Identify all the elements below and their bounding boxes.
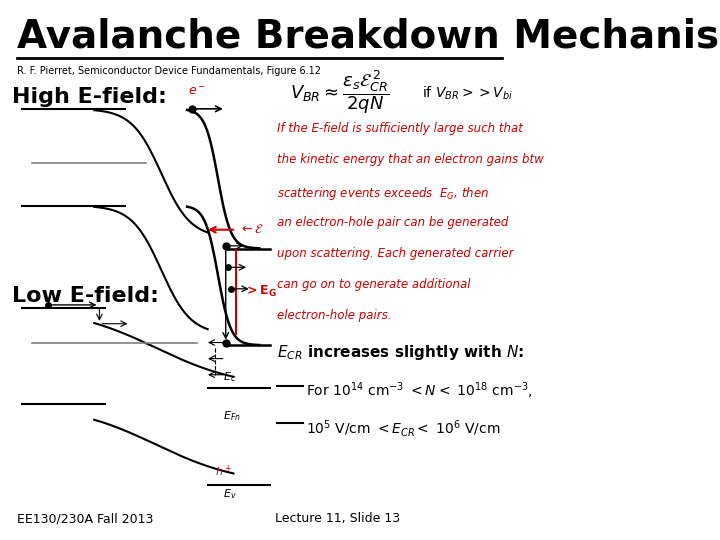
Text: High E-field:: High E-field: bbox=[12, 87, 166, 107]
Text: $E_{CR}$ increases slightly with $N$:: $E_{CR}$ increases slightly with $N$: bbox=[277, 342, 524, 361]
Text: EE130/230A Fall 2013: EE130/230A Fall 2013 bbox=[17, 512, 153, 525]
Text: electron-hole pairs.: electron-hole pairs. bbox=[277, 309, 392, 322]
Text: if $V_{BR} >> V_{bi}$: if $V_{BR} >> V_{bi}$ bbox=[422, 85, 513, 102]
Text: $\mathbf{>E_G}$: $\mathbf{>E_G}$ bbox=[244, 284, 276, 299]
Text: Low E-field:: Low E-field: bbox=[12, 286, 158, 306]
Text: $V_{BR} \approx \dfrac{\varepsilon_s \mathcal{E}_{CR}^{\;2}}{2qN}$: $V_{BR} \approx \dfrac{\varepsilon_s \ma… bbox=[290, 69, 390, 116]
Text: R. F. Pierret, Semiconductor Device Fundamentals, Figure 6.12: R. F. Pierret, Semiconductor Device Fund… bbox=[17, 66, 321, 76]
Text: $10^5$ V/cm $< E_{CR} <$ $10^6$ V/cm: $10^5$ V/cm $< E_{CR} <$ $10^6$ V/cm bbox=[306, 418, 500, 438]
Text: the kinetic energy that an electron gains btw: the kinetic energy that an electron gain… bbox=[277, 153, 544, 166]
Text: can go on to generate additional: can go on to generate additional bbox=[277, 278, 471, 291]
Text: $e^-$: $e^-$ bbox=[188, 85, 207, 98]
Text: $E_v$: $E_v$ bbox=[223, 488, 237, 501]
Text: $E_c$: $E_c$ bbox=[223, 370, 236, 384]
Text: scattering events exceeds  $E_G$, then: scattering events exceeds $E_G$, then bbox=[277, 185, 490, 201]
Text: If the E-field is sufficiently large such that: If the E-field is sufficiently large suc… bbox=[277, 122, 523, 135]
Text: $\leftarrow \mathcal{E}$: $\leftarrow \mathcal{E}$ bbox=[238, 223, 264, 236]
Text: upon scattering. Each generated carrier: upon scattering. Each generated carrier bbox=[277, 247, 514, 260]
Text: For $10^{14}$ cm$^{-3}$ $< N <$ $10^{18}$ cm$^{-3}$,: For $10^{14}$ cm$^{-3}$ $< N <$ $10^{18}… bbox=[306, 380, 533, 401]
Text: $E_{Fn}$: $E_{Fn}$ bbox=[223, 410, 241, 423]
Text: Avalanche Breakdown Mechanism: Avalanche Breakdown Mechanism bbox=[17, 17, 720, 56]
Text: an electron-hole pair can be generated: an electron-hole pair can be generated bbox=[277, 216, 509, 229]
Text: Lecture 11, Slide 13: Lecture 11, Slide 13 bbox=[275, 512, 400, 525]
Text: $h^+$: $h^+$ bbox=[215, 464, 233, 479]
